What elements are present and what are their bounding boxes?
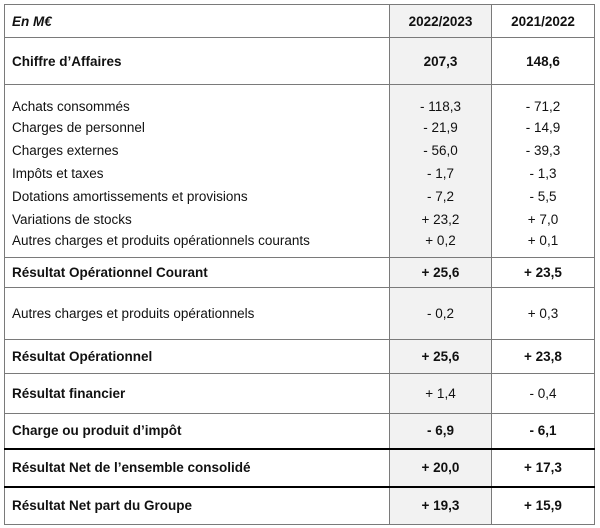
table-row: Charges de personnel - 21,9 - 14,9: [4, 115, 595, 139]
row-label: Résultat Opérationnel Courant: [4, 257, 390, 288]
table-row: Résultat Opérationnel + 25,6 + 23,8: [4, 339, 595, 374]
row-value-previous: + 0,1: [491, 230, 595, 258]
table-row: Dotations amortissements et provisions -…: [4, 184, 595, 208]
row-label: Achats consommés: [4, 84, 390, 116]
row-value-current: + 23,2: [389, 207, 492, 231]
row-label: Résultat Net de l’ensemble consolidé: [4, 447, 390, 487]
table-row: Résultat Opérationnel Courant + 25,6 + 2…: [4, 257, 595, 288]
row-label: Dotations amortissements et provisions: [4, 184, 390, 208]
row-label: Chiffre d’Affaires: [4, 37, 390, 85]
row-value-current: + 20,0: [389, 447, 492, 487]
row-value-previous: + 17,3: [491, 447, 595, 487]
income-statement-table: En M€ 2022/2023 2021/2022 Chiffre d’Affa…: [4, 4, 595, 525]
row-label: Autres charges et produits opérationnels: [4, 287, 390, 340]
row-value-previous: 148,6: [491, 37, 595, 85]
row-value-previous: + 15,9: [491, 485, 595, 525]
column-header-2022-2023: 2022/2023: [389, 4, 492, 38]
table-row: Impôts et taxes - 1,7 - 1,3: [4, 161, 595, 185]
row-label: Charges de personnel: [4, 115, 390, 139]
row-value-previous: - 5,5: [491, 184, 595, 208]
row-value-current: - 21,9: [389, 115, 492, 139]
row-value-current: - 6,9: [389, 413, 492, 449]
table-row: Charge ou produit d’impôt - 6,9 - 6,1: [4, 413, 595, 449]
table-row: Charges externes - 56,0 - 39,3: [4, 138, 595, 162]
row-label: Résultat financier: [4, 373, 390, 414]
column-header-2021-2022: 2021/2022: [491, 4, 595, 38]
table-row: Résultat financier + 1,4 - 0,4: [4, 373, 595, 414]
table-row: Chiffre d’Affaires 207,3 148,6: [4, 37, 595, 85]
row-label: Résultat Net part du Groupe: [4, 485, 390, 525]
table-row: Résultat Net part du Groupe + 19,3 + 15,…: [4, 485, 595, 525]
table-row: Variations de stocks + 23,2 + 7,0: [4, 207, 595, 231]
row-value-previous: - 1,3: [491, 161, 595, 185]
row-value-previous: - 0,4: [491, 373, 595, 414]
row-value-previous: + 7,0: [491, 207, 595, 231]
table-row: Résultat Net de l’ensemble consolidé + 2…: [4, 447, 595, 487]
row-label: Résultat Opérationnel: [4, 339, 390, 374]
table-row: Autres charges et produits opérationnels…: [4, 230, 595, 258]
row-label: Charge ou produit d’impôt: [4, 413, 390, 449]
table-row: Autres charges et produits opérationnels…: [4, 287, 595, 340]
row-value-current: 207,3: [389, 37, 492, 85]
row-label: Autres charges et produits opérationnels…: [4, 230, 390, 258]
row-value-current: - 118,3: [389, 84, 492, 116]
row-value-current: + 0,2: [389, 230, 492, 258]
row-value-current: + 25,6: [389, 339, 492, 374]
row-value-previous: - 39,3: [491, 138, 595, 162]
table-header-row: En M€ 2022/2023 2021/2022: [4, 4, 595, 38]
row-value-current: + 1,4: [389, 373, 492, 414]
row-value-previous: - 6,1: [491, 413, 595, 449]
row-value-current: + 25,6: [389, 257, 492, 288]
row-value-current: - 56,0: [389, 138, 492, 162]
row-value-previous: + 23,5: [491, 257, 595, 288]
row-value-previous: + 0,3: [491, 287, 595, 340]
row-value-previous: - 71,2: [491, 84, 595, 116]
row-label: Impôts et taxes: [4, 161, 390, 185]
row-value-previous: + 23,8: [491, 339, 595, 374]
row-value-current: - 0,2: [389, 287, 492, 340]
row-value-current: - 1,7: [389, 161, 492, 185]
row-value-previous: - 14,9: [491, 115, 595, 139]
unit-label: En M€: [4, 4, 390, 38]
row-value-current: + 19,3: [389, 485, 492, 525]
row-value-current: - 7,2: [389, 184, 492, 208]
row-label: Charges externes: [4, 138, 390, 162]
table-row: Achats consommés - 118,3 - 71,2: [4, 84, 595, 116]
row-label: Variations de stocks: [4, 207, 390, 231]
